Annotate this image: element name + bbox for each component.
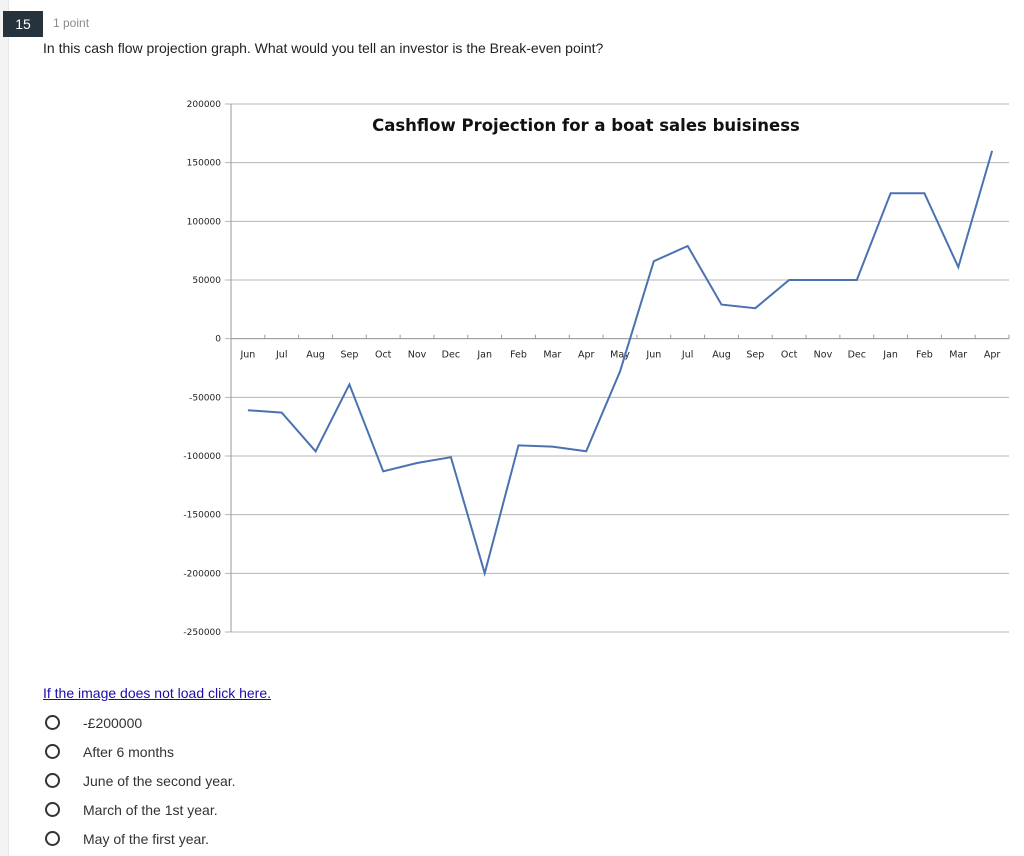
y-tick-label: -50000 [189,393,221,403]
x-tick-label: Apr [984,350,1001,361]
option-label: June of the second year. [83,772,236,789]
x-tick-label: Aug [306,350,325,361]
y-tick-label: 150000 [187,159,222,169]
answer-option[interactable]: After 6 months [43,737,236,766]
y-tick-label: 0 [215,335,221,345]
chart-title: Cashflow Projection for a boat sales bui… [372,116,800,135]
option-label: After 6 months [83,743,175,760]
answer-option[interactable]: March of the 1st year. [43,795,236,824]
x-tick-label: Apr [578,350,595,361]
radio-button[interactable] [45,802,60,817]
answer-option[interactable]: June of the second year. [43,766,236,795]
x-tick-label: Mar [543,350,561,361]
x-tick-label: Oct [375,350,392,361]
x-tick-label: Sep [340,350,358,361]
x-tick-label: Sep [746,350,764,361]
x-tick-label: Jan [882,350,898,361]
y-tick-label: 100000 [187,217,222,227]
page-left-strip [0,0,9,856]
cashflow-chart: 200000 150000 100000 50000 0 -50000 -100000 -15… [183,100,1010,638]
x-tick-label: May [610,350,630,361]
x-tick-label: Nov [814,350,833,361]
x-tick-label: Jun [645,350,661,361]
option-label: -£200000 [83,714,143,731]
x-tick-label: Jun [239,350,255,361]
y-tick-label: -250000 [183,628,221,638]
radio-button[interactable] [45,831,60,846]
question-number-badge: 15 [3,11,43,37]
y-tick-label: -100000 [183,452,221,462]
x-tick-label: Dec [442,350,460,361]
radio-button[interactable] [45,715,60,730]
y-tick-label: 50000 [192,276,221,286]
question-points: 1 point [53,16,90,30]
x-tick-label: Jan [476,350,492,361]
answer-options: -£200000 After 6 months June of the seco… [43,708,236,853]
answer-option[interactable]: May of the first year. [43,824,236,853]
y-tick-label: 200000 [187,100,222,110]
x-tick-label: Dec [848,350,866,361]
x-tick-label: Mar [949,350,967,361]
cashflow-line [247,150,994,578]
x-tick-label: Nov [408,350,427,361]
x-tick-label: Jul [275,350,287,361]
y-tick-label: -150000 [183,511,221,521]
x-tick-label: Oct [781,350,798,361]
image-fallback-link[interactable]: If the image does not load click here. [43,685,272,701]
y-tick-label: -200000 [183,569,221,579]
x-tick-label: Feb [510,350,527,361]
x-tick-label: Jul [681,350,693,361]
option-label: March of the 1st year. [83,801,218,818]
answer-option[interactable]: -£200000 [43,708,236,737]
option-label: May of the first year. [83,830,210,847]
question-text: In this cash flow projection graph. What… [43,40,604,56]
radio-button[interactable] [45,773,60,788]
x-tick-label: Aug [712,350,731,361]
x-tick-label: Feb [916,350,933,361]
radio-button[interactable] [45,744,60,759]
